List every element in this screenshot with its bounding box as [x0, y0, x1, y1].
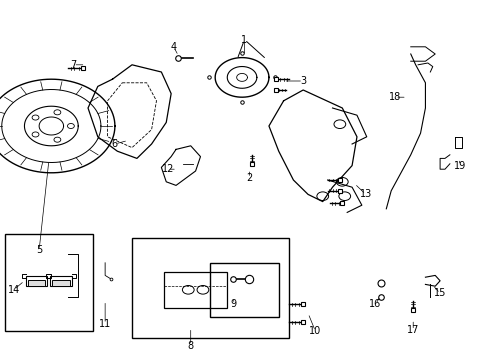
Text: 9: 9: [230, 299, 236, 309]
Text: 16: 16: [368, 299, 381, 309]
Bar: [163, 272, 227, 308]
Text: 14: 14: [7, 285, 20, 295]
Bar: [28, 280, 45, 286]
Text: 3: 3: [300, 76, 305, 86]
Text: 13: 13: [359, 189, 371, 199]
Text: 11: 11: [99, 319, 111, 329]
Text: 5: 5: [36, 245, 42, 255]
Text: 12: 12: [161, 164, 174, 174]
Text: 19: 19: [452, 161, 465, 171]
Text: 1: 1: [241, 35, 247, 45]
Text: 18: 18: [388, 92, 401, 102]
Text: 17: 17: [406, 325, 419, 336]
Text: 4: 4: [170, 42, 176, 52]
Text: 15: 15: [433, 288, 446, 298]
Text: 7: 7: [70, 60, 76, 70]
Bar: [5, 234, 93, 331]
Text: 10: 10: [308, 326, 321, 336]
Bar: [52, 280, 70, 286]
Text: 8: 8: [187, 341, 193, 351]
Bar: [26, 276, 47, 286]
Bar: [132, 238, 288, 338]
Text: 6: 6: [112, 139, 118, 149]
Text: 2: 2: [246, 173, 252, 183]
Bar: [210, 263, 278, 317]
Bar: [50, 276, 72, 286]
